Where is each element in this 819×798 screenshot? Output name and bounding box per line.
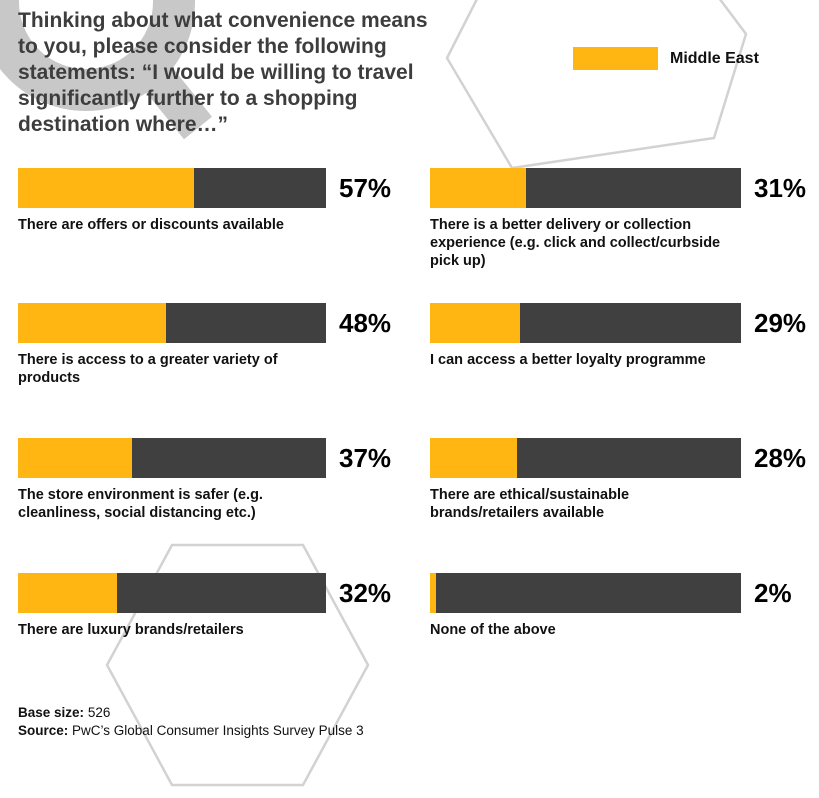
stacked-bar xyxy=(430,303,741,343)
bar-value-label: 29% xyxy=(754,308,807,338)
bar-value-label: 57% xyxy=(339,173,392,203)
bar-caption: There are luxury brands/retailers xyxy=(18,622,244,638)
stacked-bar xyxy=(18,168,326,208)
bar-segment-remainder xyxy=(436,573,741,613)
bar-caption: The store environment is safer (e.g. cle… xyxy=(18,487,263,521)
bar-row: 31% There is a better delivery or collec… xyxy=(430,168,806,303)
base-size-value: 526 xyxy=(87,705,111,720)
stacked-bar xyxy=(18,573,326,613)
bar-row: 57% There are offers or discounts availa… xyxy=(18,168,391,303)
bar-row: 37% The store environment is safer (e.g.… xyxy=(18,438,391,573)
footer: Base size: 526 Source: PwC’s Global Cons… xyxy=(18,704,364,740)
bar-value-label: 37% xyxy=(339,443,392,473)
bar-segment-highlight xyxy=(430,168,527,208)
legend: Middle East xyxy=(573,47,759,70)
hexagon-top-decoration xyxy=(445,0,748,170)
bar-caption: None of the above xyxy=(430,622,556,638)
bar-value-label: 32% xyxy=(339,578,392,608)
bar-segment-highlight xyxy=(18,303,166,343)
stacked-bar xyxy=(430,573,741,613)
bar-value-label: 28% xyxy=(754,443,807,473)
bar-segment-remainder xyxy=(193,168,326,208)
bar-segment-remainder xyxy=(131,438,326,478)
bar-segment-remainder xyxy=(520,303,741,343)
legend-swatch xyxy=(573,47,658,70)
bar-segment-highlight xyxy=(430,438,518,478)
stacked-bar xyxy=(430,168,741,208)
source-line: Source: PwC’s Global Consumer Insights S… xyxy=(18,722,364,740)
bar-segment-remainder xyxy=(165,303,326,343)
bar-segment-remainder xyxy=(526,168,741,208)
bar-column-right: 31% There is a better delivery or collec… xyxy=(430,168,806,708)
bar-segment-highlight xyxy=(430,573,437,613)
bar-segment-highlight xyxy=(430,303,521,343)
bar-column-left: 57% There are offers or discounts availa… xyxy=(18,168,391,708)
source-label: Source: xyxy=(18,723,69,738)
bar-segment-highlight xyxy=(18,573,117,613)
bar-caption: There are offers or discounts available xyxy=(18,217,284,233)
bar-row: 2% None of the above xyxy=(430,573,792,708)
bar-row: 28% There are ethical/sustainable brands… xyxy=(430,438,806,573)
bar-row: 29% I can access a better loyalty progra… xyxy=(430,303,806,438)
base-size-label: Base size: xyxy=(18,705,85,720)
bar-row: 32% There are luxury brands/retailers xyxy=(18,573,391,708)
bar-caption: I can access a better loyalty programme xyxy=(430,352,706,368)
stacked-bar xyxy=(18,303,326,343)
stacked-bar xyxy=(430,438,741,478)
bar-value-label: 31% xyxy=(754,173,807,203)
bar-segment-highlight xyxy=(18,438,132,478)
source-value: PwC’s Global Consumer Insights Survey Pu… xyxy=(72,723,364,738)
bar-value-label: 2% xyxy=(754,578,792,608)
bar-segment-remainder xyxy=(517,438,741,478)
chart-title: Thinking about what convenience means to… xyxy=(18,9,428,136)
bar-caption: There is a better delivery or collection… xyxy=(430,217,721,269)
bar-segment-highlight xyxy=(18,168,194,208)
bar-caption: There are ethical/sustainable brands/ret… xyxy=(430,487,630,521)
base-size-line: Base size: 526 xyxy=(18,704,364,722)
bar-row: 48% There is access to a greater variety… xyxy=(18,303,391,438)
bar-value-label: 48% xyxy=(339,308,392,338)
bar-segment-remainder xyxy=(116,573,326,613)
stacked-bar xyxy=(18,438,326,478)
legend-label: Middle East xyxy=(670,49,759,67)
bar-caption: There is access to a greater variety of … xyxy=(18,352,278,386)
